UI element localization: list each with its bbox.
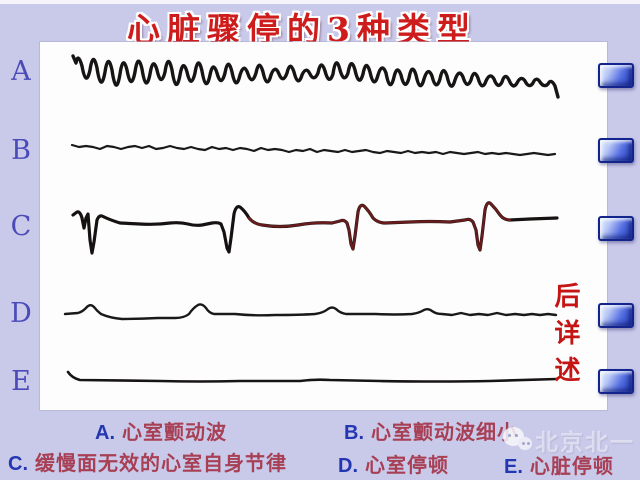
caption-b-letter: B. — [344, 422, 364, 444]
ecg-trace-b-fine-vf — [70, 143, 557, 157]
caption-a-text: 心室颤动波 — [122, 422, 227, 444]
wechat-icon — [503, 426, 535, 454]
row-label-a: A — [11, 56, 31, 87]
watermark: 北京北一 — [503, 423, 635, 457]
ecg-traces — [63, 54, 560, 383]
caption-b-text: 心室颤动波细小 — [371, 422, 518, 444]
ecg-panel — [40, 42, 607, 410]
top-edge-highlight — [0, 0, 640, 4]
row-label-d: D — [10, 298, 32, 329]
caption-c: C. 缓慢面无效的心室自身节律 — [8, 447, 287, 476]
caption-e-text: 心脏停顿 — [529, 456, 614, 478]
nav-button[interactable] — [598, 63, 634, 88]
caption-e-letter: E. — [504, 456, 523, 478]
nav-button[interactable] — [598, 216, 634, 241]
caption-c-text: 缓慢面无效的心室自身节律 — [35, 453, 287, 475]
side-note-vertical: 后详述 — [550, 282, 580, 393]
caption-d: D. 心室停顿 — [338, 449, 449, 478]
watermark-text: 北京北一 — [535, 429, 635, 455]
ecg-trace-c-red-segment — [247, 201, 512, 252]
caption-d-letter: D. — [338, 455, 358, 477]
row-label-b: B — [11, 135, 31, 166]
nav-button[interactable] — [598, 303, 634, 328]
ecg-trace-a-coarse-vf — [71, 54, 560, 99]
ecg-trace-d-ventricular-standstill — [63, 303, 558, 321]
caption-e: E. 心脏停顿 — [504, 450, 614, 479]
caption-a: A. 心室颤动波 — [95, 416, 227, 445]
nav-button[interactable] — [598, 138, 634, 163]
caption-b: B. 心室颤动波细小 — [344, 416, 518, 445]
row-label-c: C — [10, 211, 32, 242]
caption-a-letter: A. — [95, 422, 115, 444]
nav-button[interactable] — [598, 369, 634, 394]
caption-c-letter: C. — [8, 453, 28, 475]
row-label-e: E — [11, 366, 31, 397]
ecg-trace-e-asystole — [66, 370, 559, 383]
caption-d-text: 心室停顿 — [365, 455, 449, 477]
